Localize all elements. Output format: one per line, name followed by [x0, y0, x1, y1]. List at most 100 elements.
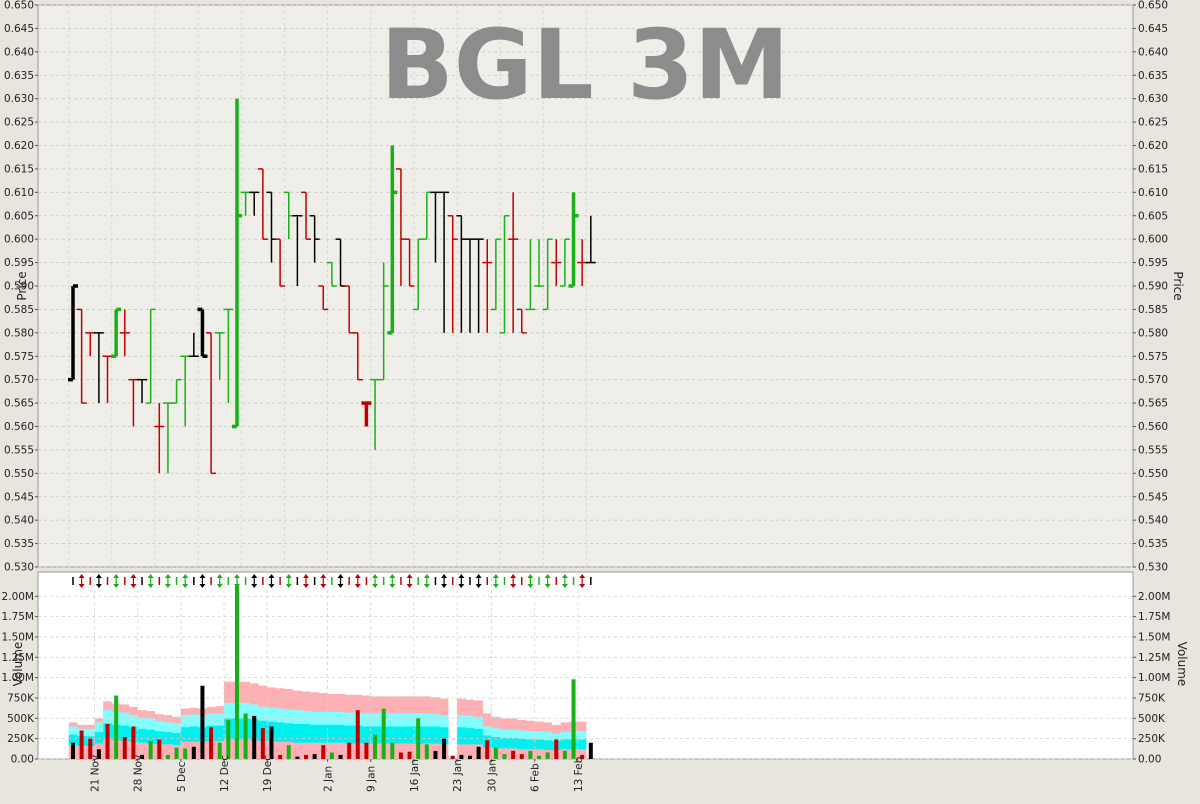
- volume-tick-label: 1.50M: [1138, 631, 1170, 643]
- price-tick-label: 0.625: [1138, 117, 1168, 129]
- price-tick-label: 0.560: [1138, 421, 1168, 433]
- volume-bar: [79, 730, 84, 759]
- ohlc-bar: [275, 238, 286, 287]
- volume-signal-arrow-up: [389, 574, 396, 578]
- volume-bars: [71, 574, 593, 759]
- ohlc-bar: [508, 192, 519, 333]
- volume-bar: [295, 756, 300, 759]
- price-tick-label: 0.570: [4, 374, 34, 386]
- volume-bar: [424, 744, 429, 759]
- price-tick-label: 0.615: [1138, 163, 1168, 175]
- ohlc-bar: [223, 308, 234, 404]
- price-axis-left: 0.530 0.535 0.540 0.545 0.550 0.555 0.560 0.565…: [4, 0, 38, 574]
- price-tick-label: 0.530: [1138, 562, 1168, 574]
- volume-signal-arrow-down: [78, 584, 85, 588]
- x-tick-label: 5 Dec: [176, 761, 188, 792]
- volume-bar: [519, 754, 524, 759]
- volume-bar: [148, 741, 153, 759]
- price-tick-label: 0.545: [4, 491, 34, 503]
- x-tick-label: 30 Jan: [487, 759, 499, 792]
- volume-bar: [131, 726, 136, 759]
- volume-signal-arrow-down: [406, 584, 413, 588]
- ohlc-bar: [119, 309, 130, 357]
- volume-tick-label: 500K: [1138, 713, 1166, 725]
- price-axis-label-left: Price: [15, 271, 29, 300]
- ohlc-bar: [404, 238, 415, 287]
- volume-tick-label: 250K: [1138, 733, 1166, 745]
- price-tick-label: 0.585: [1138, 304, 1168, 316]
- price-tick-label: 0.565: [1138, 398, 1168, 410]
- price-tick-label: 0.635: [4, 70, 34, 82]
- volume-signal-arrow-down: [164, 584, 171, 588]
- ohlc-bar: [206, 332, 217, 475]
- volume-signal-arrow-down: [199, 584, 206, 588]
- volume-bar: [580, 754, 585, 759]
- volume-bar: [398, 752, 403, 759]
- ohlc-bar: [326, 261, 337, 287]
- ohlc-bar: [482, 239, 493, 333]
- price-bars: [68, 98, 596, 475]
- volume-bar: [96, 749, 101, 759]
- price-tick-label: 0.595: [1138, 257, 1168, 269]
- x-tick-label: 13 Feb: [573, 756, 585, 792]
- volume-bar: [433, 750, 438, 759]
- volume-signal-arrow-up: [164, 574, 171, 578]
- ohlc-bar: [542, 238, 553, 311]
- volume-signal-arrow-down: [113, 584, 120, 588]
- volume-tick-label: 750K: [7, 692, 35, 704]
- volume-bar: [312, 754, 317, 759]
- volume-tick-label: 2.00M: [1138, 591, 1170, 603]
- volume-signal-arrow-up: [216, 574, 223, 578]
- price-tick-label: 0.560: [4, 421, 34, 433]
- volume-bar: [502, 754, 507, 759]
- price-tick-label: 0.540: [4, 515, 34, 527]
- volume-signal-arrow-up: [147, 574, 154, 578]
- volume-tick-label: 1.00M: [2, 672, 34, 684]
- volume-signal-arrow-up: [233, 574, 240, 578]
- volume-bar: [390, 742, 395, 759]
- volume-signal-arrow-down: [285, 584, 292, 588]
- volume-bar: [485, 740, 490, 759]
- volume-signal-arrow-up: [78, 574, 85, 578]
- volume-tick-label: 2.00M: [2, 591, 34, 603]
- x-tick-label: 21 Nov: [90, 755, 102, 792]
- volume-bar: [234, 585, 239, 759]
- price-tick-label: 0.535: [1138, 538, 1168, 550]
- ohlc-bar: [171, 378, 182, 404]
- volume-bar: [459, 754, 464, 759]
- volume-signal-arrow-up: [182, 574, 189, 578]
- price-tick-label: 0.580: [4, 327, 34, 339]
- ohlc-bar: [231, 98, 242, 429]
- ohlc-bar: [309, 215, 320, 263]
- volume-signal-arrow-down: [233, 584, 240, 588]
- price-tick-label: 0.595: [4, 257, 34, 269]
- volume-bar: [373, 734, 378, 759]
- price-tick-label: 0.590: [1138, 281, 1168, 293]
- ohlc-bar: [387, 145, 398, 335]
- price-tick-label: 0.565: [4, 398, 34, 410]
- volume-signal-arrow-up: [95, 574, 102, 578]
- ohlc-bar: [473, 238, 484, 333]
- ohlc-bar: [197, 307, 208, 358]
- ohlc-bar: [301, 191, 312, 240]
- volume-signal-arrow-down: [95, 584, 102, 588]
- ohlc-bar: [525, 239, 536, 311]
- price-tick-label: 0.535: [4, 538, 34, 550]
- price-tick-label: 0.645: [4, 23, 34, 35]
- ohlc-bar: [249, 191, 260, 216]
- price-tick-label: 0.620: [1138, 140, 1168, 152]
- price-tick-label: 0.585: [4, 304, 34, 316]
- volume-axis-label-right: Volume: [1175, 642, 1189, 687]
- volume-signal-arrow-down: [510, 584, 517, 588]
- volume-signal-arrow-up: [130, 574, 137, 578]
- ohlc-bar: [188, 332, 199, 357]
- volume-bar: [209, 727, 214, 759]
- volume-bar: [528, 750, 533, 759]
- ohlc-bar: [145, 308, 156, 404]
- price-axis-label-right: Price: [1171, 271, 1185, 300]
- volume-tick-label: 1.00M: [1138, 672, 1170, 684]
- volume-signal-arrow-up: [354, 574, 361, 578]
- price-tick-label: 0.550: [4, 468, 34, 480]
